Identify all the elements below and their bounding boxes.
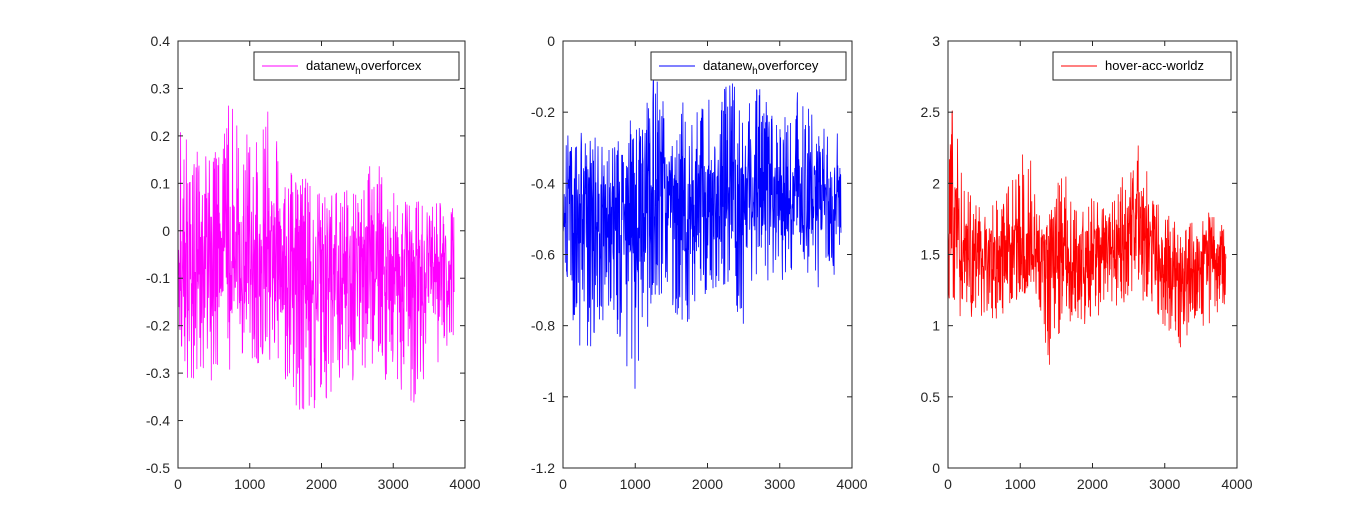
y-tick-label: 0 <box>932 460 940 476</box>
x-tick-label: 2000 <box>306 476 337 492</box>
chart-panel-2: 0 1000 2000 3000 4000 -1.2 -1 -0.8 -0.6 -0.4 -0.2 0… <box>531 33 868 492</box>
y-tick-label: 2.5 <box>921 104 941 120</box>
y-tick-label: 0.3 <box>151 80 171 96</box>
y-tick-label: -0.8 <box>531 318 555 334</box>
y-tick-label: 0.5 <box>921 389 941 405</box>
x-tick-label: 3000 <box>378 476 409 492</box>
x-tick-label: 1000 <box>1005 476 1036 492</box>
y-tick-label: -0.2 <box>531 104 555 120</box>
legend-label: hover-acc-worldz <box>1105 58 1204 73</box>
y-tick-label: 0.1 <box>151 175 171 191</box>
x-tick-label: 4000 <box>449 476 480 492</box>
legend: datanewhoverforcex <box>253 51 460 81</box>
y-tick-label: 1 <box>932 318 940 334</box>
series-line-3 <box>947 110 1227 365</box>
y-tick-label: -0.1 <box>146 270 170 286</box>
y-tick-label: 0.2 <box>151 128 171 144</box>
chart-panel-1: 0 1000 2000 3000 4000 -0.5 -0.4 -0.3 -0.2 -0.1 0 0.… <box>146 33 481 492</box>
x-tick-label: 0 <box>174 476 182 492</box>
legend: datanewhoverforcey <box>650 51 847 81</box>
x-tick-label: 0 <box>944 476 952 492</box>
x-tick-label: 3000 <box>764 476 795 492</box>
y-tick-label: 0.4 <box>151 33 171 49</box>
series-line-2 <box>562 79 842 389</box>
x-tick-label: 1000 <box>620 476 651 492</box>
x-tick-label: 4000 <box>1221 476 1252 492</box>
y-tick-label: -0.3 <box>146 365 170 381</box>
series-line-1 <box>177 105 455 410</box>
x-tick-label: 4000 <box>836 476 867 492</box>
y-tick-label: 2 <box>932 175 940 191</box>
x-tick-label: 2000 <box>1077 476 1108 492</box>
y-tick-label: 0 <box>162 223 170 239</box>
y-tick-label: -1.2 <box>531 460 555 476</box>
y-tick-label: -0.4 <box>531 175 555 191</box>
x-tick-label: 3000 <box>1149 476 1180 492</box>
x-tick-label: 1000 <box>234 476 265 492</box>
y-tick-label: -0.6 <box>531 247 555 263</box>
y-tick-label: -1 <box>543 389 556 405</box>
y-tick-label: -0.4 <box>146 413 170 429</box>
chart-panel-3: 0 1000 2000 3000 4000 0 0.5 1 1.5 2 2.5 3 hover-acc-… <box>921 33 1253 492</box>
legend-label: datanewhoverforcey <box>703 58 819 77</box>
y-tick-label: 0 <box>547 33 555 49</box>
y-tick-label: 3 <box>932 33 940 49</box>
y-tick-label: -0.5 <box>146 460 170 476</box>
legend: hover-acc-worldz <box>1052 51 1232 81</box>
legend-label: datanewhoverforcex <box>306 58 422 77</box>
x-tick-label: 2000 <box>692 476 723 492</box>
y-tick-label: 1.5 <box>921 247 941 263</box>
y-tick-label: -0.2 <box>146 318 170 334</box>
x-tick-label: 0 <box>559 476 567 492</box>
